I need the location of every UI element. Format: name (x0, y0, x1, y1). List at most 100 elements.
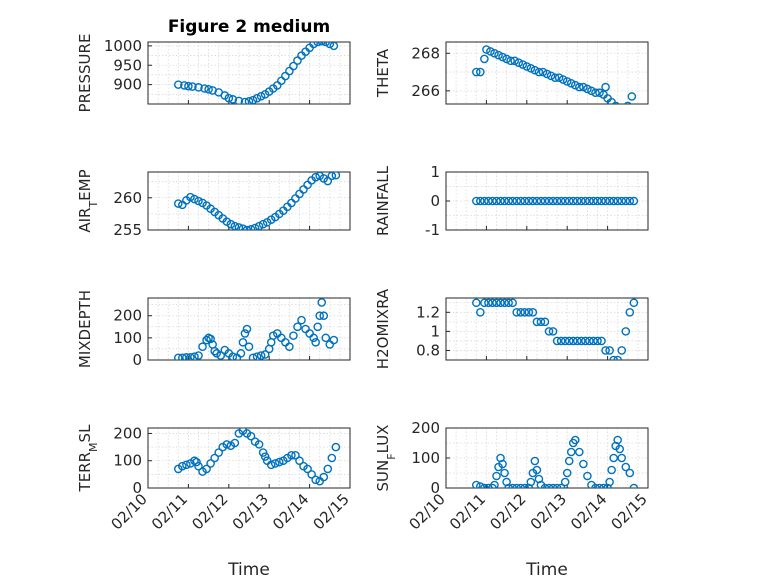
data-point (544, 483, 554, 488)
data-point (323, 464, 333, 474)
data-point (248, 95, 258, 104)
data-point (321, 333, 331, 343)
data-point (621, 327, 631, 336)
data-point (542, 69, 552, 79)
data-point (591, 88, 600, 98)
data-point (532, 196, 542, 206)
data-point (629, 298, 639, 308)
data-point (496, 196, 505, 206)
axes-border (147, 427, 351, 489)
data-point (234, 96, 244, 104)
axes-box (147, 41, 351, 105)
data-point (629, 483, 639, 488)
y-tick-label: 900 (113, 76, 142, 94)
data-point (589, 196, 598, 206)
data-point (613, 355, 622, 360)
data-point (526, 64, 536, 73)
data-point (616, 108, 623, 115)
subplot-theta: 266 268 THETA (374, 41, 649, 115)
data-point (538, 67, 548, 77)
data-point (564, 456, 574, 466)
data-point (562, 77, 572, 86)
data-point (254, 440, 264, 449)
data-point (508, 298, 517, 308)
data-point (256, 91, 266, 101)
data-point (587, 86, 596, 96)
data-point (327, 453, 337, 463)
data-point (319, 311, 329, 321)
data-point (566, 447, 576, 457)
data-point (246, 431, 256, 441)
data-point (307, 470, 316, 479)
data-point (309, 333, 318, 343)
data-point (629, 196, 639, 206)
data-point (540, 483, 550, 488)
y-tick-label: 260 (113, 189, 142, 207)
y-tick-label: 0.8 (416, 341, 440, 359)
data-point (524, 196, 534, 206)
data-point (615, 444, 625, 454)
data-point (504, 196, 513, 206)
data-point (311, 475, 320, 485)
y-axis-label: SUNFLUX (374, 425, 398, 492)
data-point (530, 456, 540, 466)
data-point (552, 196, 562, 206)
data-point (522, 62, 532, 71)
data-point (471, 67, 481, 77)
data-point (200, 84, 209, 93)
data-point (192, 457, 201, 467)
data-point (494, 50, 503, 60)
data-point (206, 334, 215, 344)
data-point (512, 308, 522, 317)
data-point (562, 468, 572, 478)
subplot-rainfall: -1 0 1 RAINFALL (374, 163, 649, 239)
data-point (609, 355, 618, 360)
data-point (285, 342, 294, 352)
data-point (476, 482, 485, 488)
x-tick-label: 02/13 (527, 490, 570, 533)
data-point (472, 480, 481, 488)
data-point (556, 483, 566, 488)
y-tick-label: 1 (430, 163, 440, 181)
data-point (486, 47, 495, 56)
data-point (558, 75, 568, 84)
x-tick-label: 02/10 (406, 490, 449, 533)
y-axis-label: MIXDEPTH (76, 290, 94, 368)
data-point (244, 96, 254, 104)
data-point (234, 223, 244, 230)
data-point (570, 435, 580, 445)
data-point (599, 483, 608, 488)
data-point (190, 456, 199, 466)
data-point (289, 61, 298, 71)
y-tick-label: 1.2 (416, 303, 440, 321)
data-point (526, 477, 536, 487)
y-axis-label: PRESSURE (76, 34, 94, 113)
data-point (597, 336, 606, 346)
data-point (528, 196, 538, 206)
x-tick-label: 02/11 (446, 490, 489, 533)
data-point (311, 172, 320, 182)
data-point (230, 438, 240, 448)
data-point (583, 471, 592, 481)
data-point (577, 196, 586, 206)
data-point (174, 353, 183, 360)
data-point (240, 97, 250, 104)
data-point (186, 192, 195, 202)
data-point (601, 346, 610, 355)
x-tick-label: 02/14 (567, 490, 610, 533)
data-point (274, 457, 284, 467)
data-point (504, 298, 513, 308)
data-point (516, 308, 526, 317)
data-point (190, 352, 199, 360)
data-point (289, 331, 298, 340)
data-point (482, 45, 491, 54)
data-point (621, 462, 631, 472)
data-point (291, 450, 300, 460)
data-point (560, 336, 570, 346)
data-point (552, 336, 562, 346)
data-point (186, 353, 195, 360)
data-point (250, 223, 260, 230)
data-point (252, 93, 262, 103)
